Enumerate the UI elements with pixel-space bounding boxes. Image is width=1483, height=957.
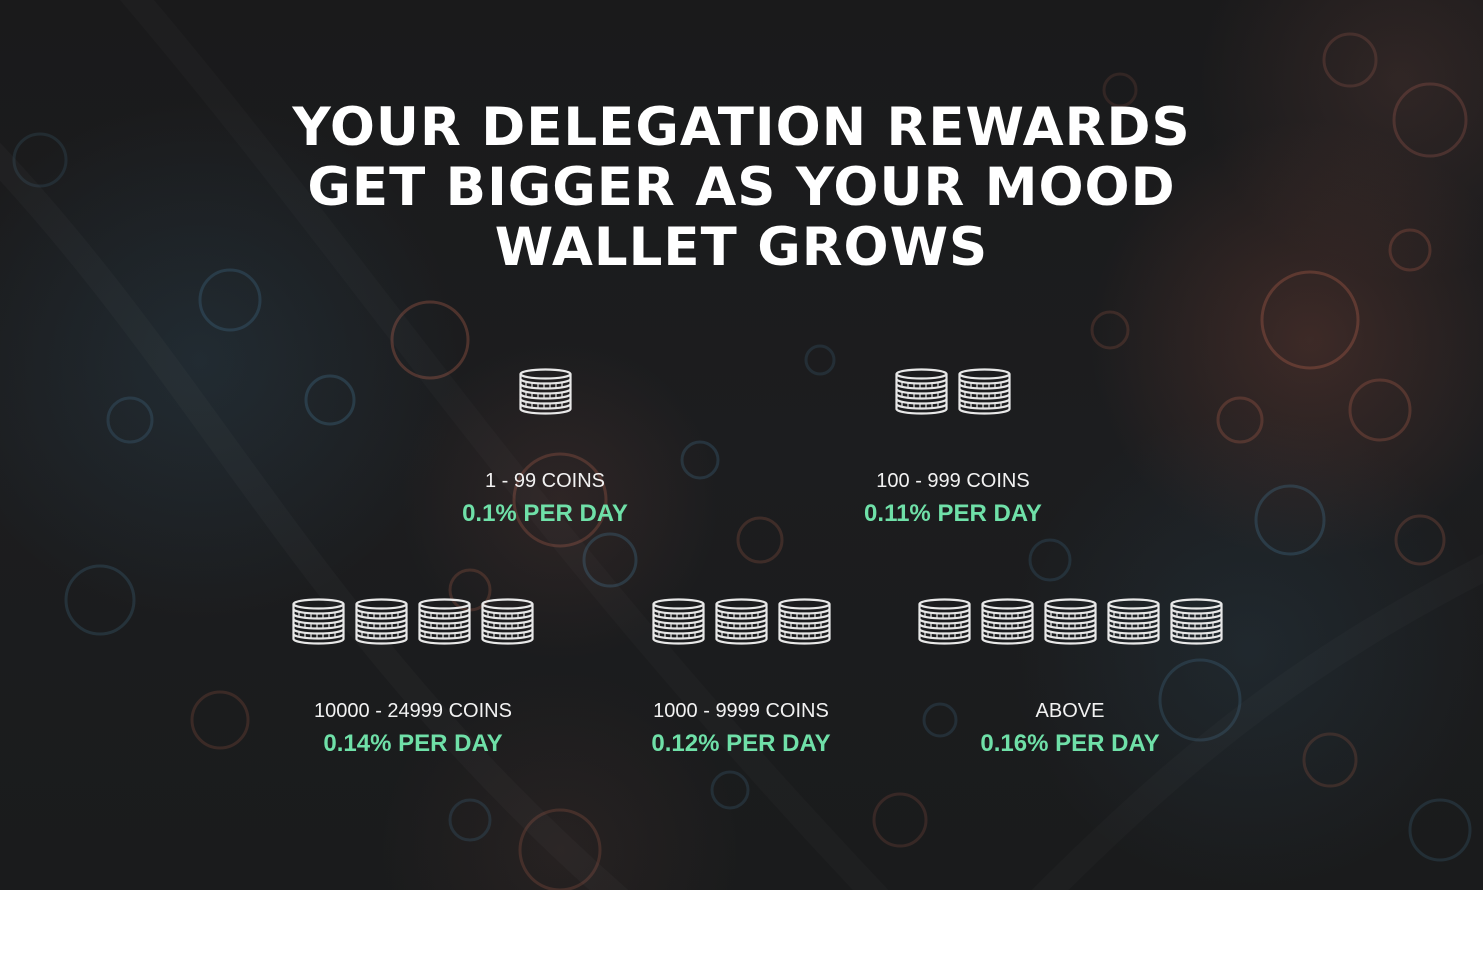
coin-stack-icon: [353, 598, 410, 650]
coin-stack-icon: [776, 598, 833, 650]
tier-rate: 0.12% PER DAY: [651, 730, 831, 757]
headline-line-3: WALLET GROWS: [494, 217, 989, 278]
headline-line-1: YOUR DELEGATION REWARDS: [292, 97, 1191, 158]
coin-stack-icon: [956, 368, 1013, 420]
abstract-bubble-background: [12, 32, 1472, 890]
coin-stack-icon: [650, 598, 707, 650]
tier-rate: 0.11% PER DAY: [864, 500, 1042, 527]
tier-range: 1 - 99 COINS: [484, 470, 606, 492]
footer-area: [0, 890, 1483, 957]
coin-stack-icon: [1105, 598, 1162, 650]
coin-stack-group: [895, 598, 1245, 650]
tier-range: 10000 - 24999 COINS: [314, 700, 512, 722]
coin-stack-icon: [416, 598, 473, 650]
coin-stack-group: [263, 598, 563, 650]
coin-stack-icon: [1168, 598, 1225, 650]
headline-line-2: GET BIGGER AS YOUR MOOD: [307, 157, 1176, 218]
coin-stack-icon: [517, 368, 574, 420]
tier-range: ABOVE: [1035, 700, 1105, 722]
tier-10000-24999-coins: 10000 - 24999 COINS 0.14% PER DAY: [263, 598, 563, 758]
tier-rate: 0.16% PER DAY: [980, 730, 1160, 757]
coin-stack-icon: [893, 368, 950, 420]
tier-rate: 0.14% PER DAY: [323, 730, 503, 757]
tier-range: 1000 - 9999 COINS: [653, 700, 829, 722]
coin-stack-group: [405, 368, 685, 420]
page-headline: YOUR DELEGATION REWARDS GET BIGGER AS YO…: [0, 98, 1483, 278]
tier-range: 100 - 999 COINS: [876, 470, 1030, 492]
coin-stack-icon: [979, 598, 1036, 650]
tier-above: ABOVE 0.16% PER DAY: [895, 598, 1245, 758]
coin-stack-icon: [290, 598, 347, 650]
coin-stack-icon: [916, 598, 973, 650]
tier-100-999-coins: 100 - 999 COINS 0.11% PER DAY: [813, 368, 1093, 528]
tier-1000-9999-coins: 1000 - 9999 COINS 0.12% PER DAY: [591, 598, 891, 758]
coin-stack-group: [591, 598, 891, 650]
hero-section: YOUR DELEGATION REWARDS GET BIGGER AS YO…: [0, 0, 1483, 890]
tier-rate: 0.1% PER DAY: [462, 500, 628, 527]
coin-stack-icon: [713, 598, 770, 650]
coin-stack-icon: [1042, 598, 1099, 650]
coin-stack-icon: [479, 598, 536, 650]
coin-stack-group: [813, 368, 1093, 420]
tier-1-99-coins: 1 - 99 COINS 0.1% PER DAY: [405, 368, 685, 528]
